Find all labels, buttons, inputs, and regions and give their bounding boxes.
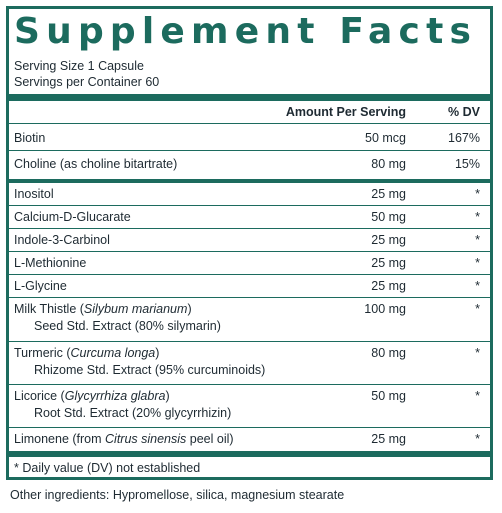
ingredient-name: Indole-3-Carbinol bbox=[14, 233, 110, 247]
divider bbox=[9, 297, 490, 298]
other-ingredients: Other ingredients: Hypromellose, silica,… bbox=[10, 488, 345, 502]
ingredient-name: L-Methionine bbox=[14, 256, 87, 270]
nutrient-amount: 50 mcg bbox=[365, 131, 406, 145]
ingredient-extract: Rhizome Std. Extract (95% curcuminoids) bbox=[34, 363, 266, 377]
divider bbox=[9, 150, 490, 151]
ingredient-dv: * bbox=[475, 233, 480, 247]
divider bbox=[9, 228, 490, 229]
divider bbox=[9, 274, 490, 275]
ingredient-dv: * bbox=[475, 256, 480, 270]
divider bbox=[9, 341, 490, 342]
ingredient-name: Limonene (from Citrus sinensis peel oil) bbox=[14, 432, 234, 446]
nutrient-name: Biotin bbox=[14, 131, 46, 145]
ingredient-dv: * bbox=[475, 432, 480, 446]
amount-per-serving-header: Amount Per Serving bbox=[285, 105, 406, 119]
ingredient-dv: * bbox=[475, 279, 480, 293]
ingredient-dv: * bbox=[475, 210, 480, 224]
ingredient-name: Licorice (Glycyrrhiza glabra) bbox=[14, 389, 170, 403]
ingredient-name: L-Glycine bbox=[14, 279, 67, 293]
ingredient-extract: Root Std. Extract (20% glycyrrhizin) bbox=[34, 406, 232, 420]
ingredient-dv: * bbox=[475, 302, 480, 316]
ingredient-name: Calcium-D-Glucarate bbox=[14, 210, 131, 224]
ingredient-amount: 100 mg bbox=[364, 302, 406, 316]
divider bbox=[9, 384, 490, 385]
thick-divider-top bbox=[9, 94, 490, 101]
botanical-name: Glycyrrhiza glabra bbox=[64, 389, 166, 403]
ingredient-amount: 25 mg bbox=[371, 233, 406, 247]
botanical-name: Silybum marianum bbox=[83, 302, 188, 316]
ingredient-dv: * bbox=[475, 187, 480, 201]
ingredient-amount: 25 mg bbox=[371, 256, 406, 270]
divider bbox=[9, 123, 490, 124]
nutrient-dv: 167% bbox=[448, 131, 480, 145]
nutrient-name: Choline (as choline bitartrate) bbox=[14, 157, 178, 171]
servings-per-container: Servings per Container 60 bbox=[14, 75, 160, 89]
ingredient-amount: 25 mg bbox=[371, 187, 406, 201]
ingredient-extract: Seed Std. Extract (80% silymarin) bbox=[34, 319, 221, 333]
divider bbox=[9, 205, 490, 206]
ingredient-amount: 25 mg bbox=[371, 279, 406, 293]
ingredient-amount: 50 mg bbox=[371, 210, 406, 224]
supplement-facts-panel: Supplement Facts Serving Size 1 Capsule … bbox=[6, 6, 493, 480]
nutrient-dv: 15% bbox=[454, 157, 480, 171]
botanical-name: Citrus sinensis bbox=[105, 432, 187, 446]
daily-value-footnote: * Daily value (DV) not established bbox=[14, 461, 201, 475]
ingredient-dv: * bbox=[475, 346, 480, 360]
ingredient-name: Turmeric (Curcuma longa) bbox=[14, 346, 160, 360]
divider bbox=[9, 251, 490, 252]
ingredient-amount: 50 mg bbox=[371, 389, 406, 403]
ingredient-amount: 25 mg bbox=[371, 432, 406, 446]
panel-title: Supplement Facts bbox=[14, 11, 478, 52]
serving-size: Serving Size 1 Capsule bbox=[14, 59, 144, 73]
ingredient-name: Inositol bbox=[14, 187, 54, 201]
ingredient-amount: 80 mg bbox=[371, 346, 406, 360]
ingredient-name: Milk Thistle (Silybum marianum) bbox=[14, 302, 192, 316]
daily-value-header: % DV bbox=[448, 105, 480, 119]
thick-divider-middle bbox=[9, 179, 490, 183]
nutrient-amount: 80 mg bbox=[371, 157, 406, 171]
botanical-name: Curcuma longa bbox=[70, 346, 156, 360]
thick-divider-bottom bbox=[9, 451, 490, 457]
ingredient-dv: * bbox=[475, 389, 480, 403]
divider bbox=[9, 427, 490, 428]
